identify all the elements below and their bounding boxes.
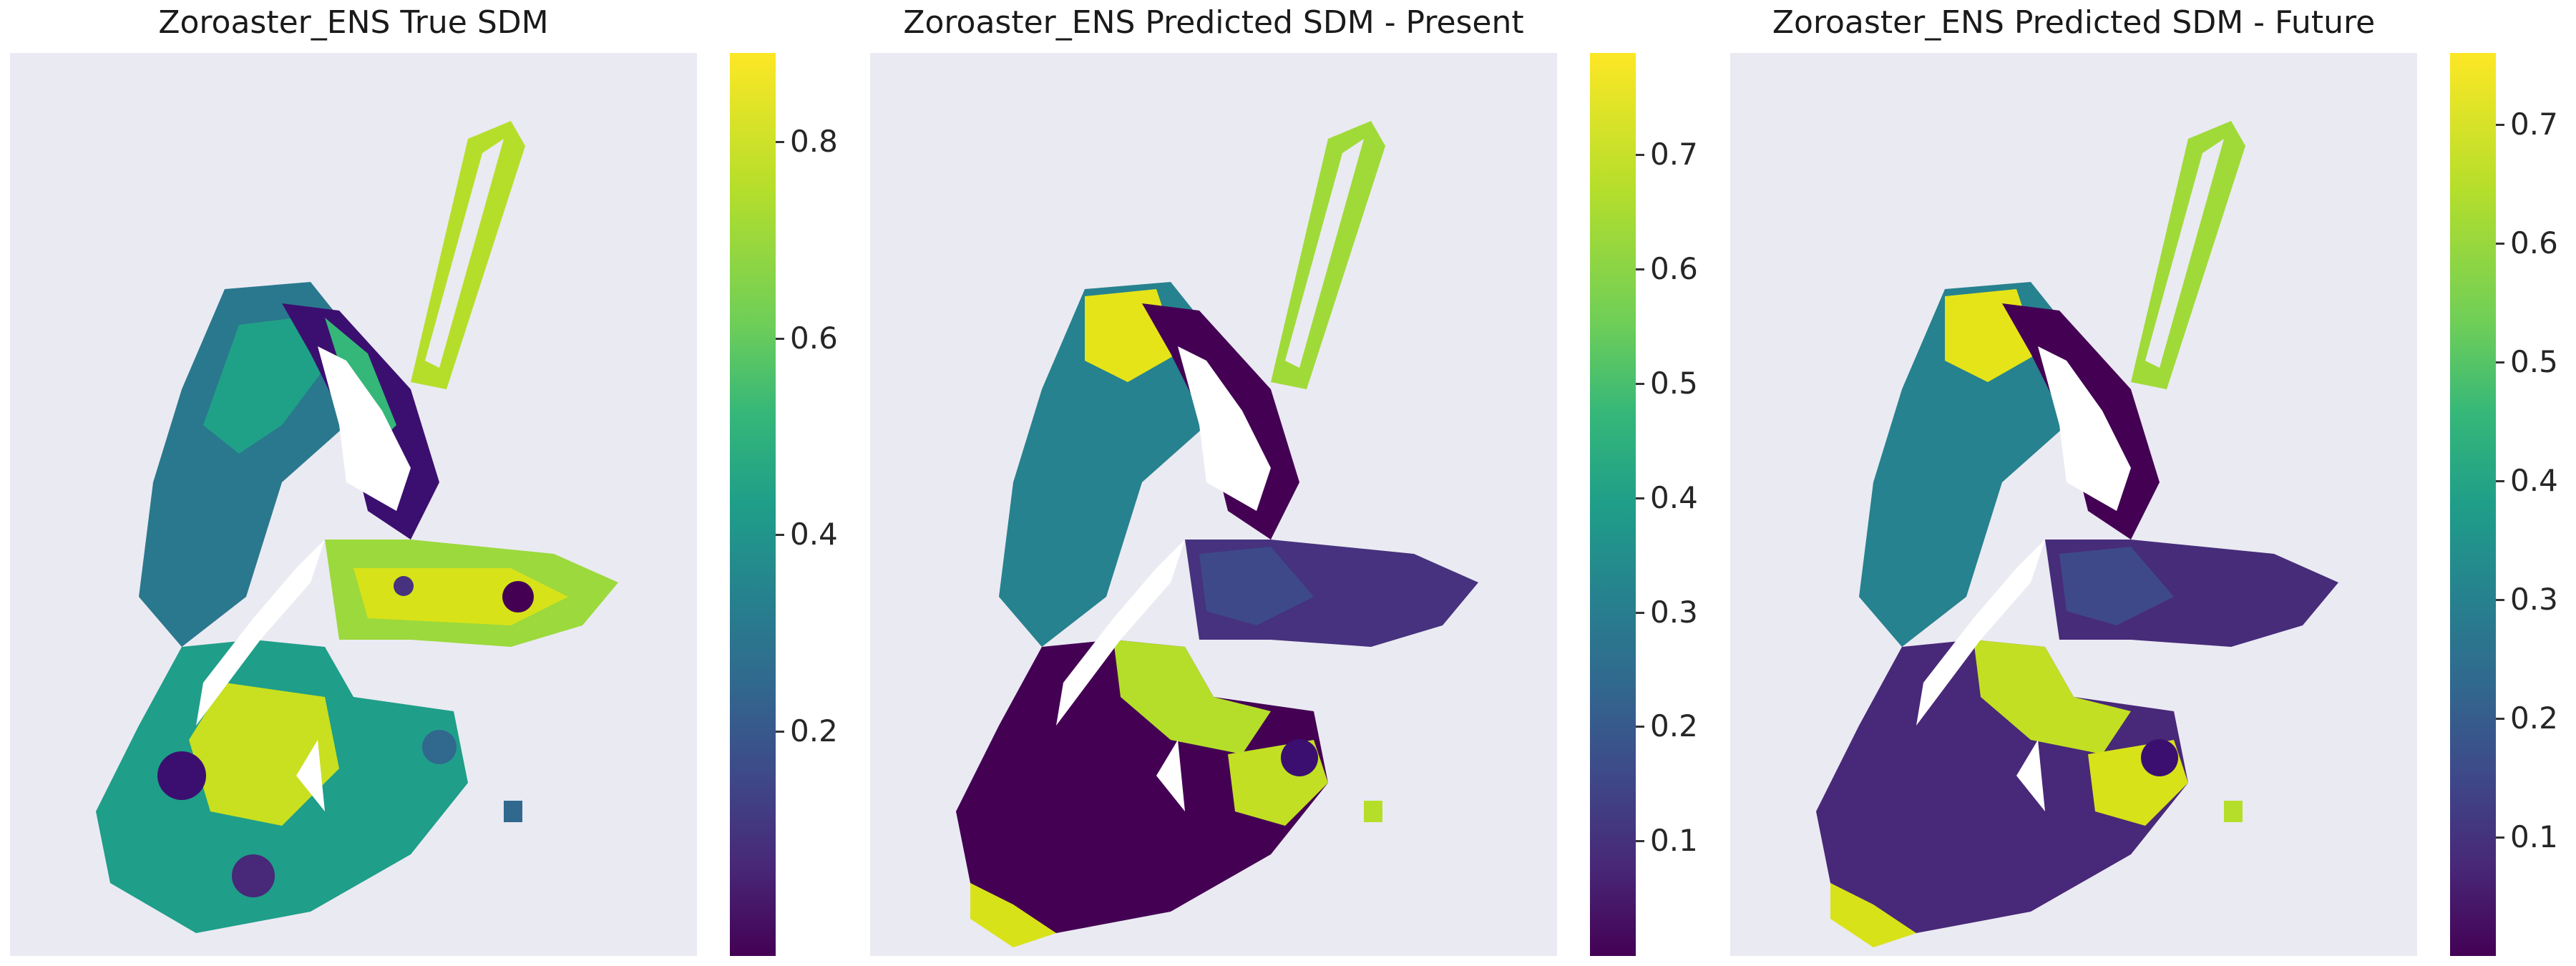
colorbar-axis-true: 0.2 0.4 0.6 0.8 (776, 53, 890, 956)
cbar-tick-label: 0.6 (790, 321, 838, 356)
colorbar-future (2450, 53, 2496, 956)
colorbar-true (730, 53, 776, 956)
cbar-tick-label: 0.2 (790, 713, 838, 748)
cbar-tick-label: 0.3 (1650, 595, 1698, 630)
heatmap-present-sdm (870, 53, 1557, 956)
panel-title-future: Zoroaster_ENS Predicted SDM - Future (1772, 4, 2376, 41)
cbar-tick-label: 0.3 (2510, 582, 2558, 617)
map-future (1816, 121, 2338, 947)
map-true (96, 121, 618, 933)
cbar-tick-label: 0.1 (2510, 819, 2558, 854)
land-mass (1056, 346, 1271, 811)
heatmap-true-sdm (10, 53, 697, 956)
cbar-tick-label: 0.5 (2510, 344, 2558, 379)
cbar-tick-label: 0.8 (790, 124, 838, 159)
cbar-tick-label: 0.2 (1650, 708, 1698, 743)
cbar-tick-label: 0.1 (1650, 823, 1698, 858)
island-chatham (504, 801, 522, 822)
colorbar-present (1590, 53, 1636, 956)
colorbar-axis-future: 0.1 0.2 0.3 0.4 0.5 0.6 0.7 (2496, 53, 2576, 956)
cbar-tick-label: 0.4 (790, 517, 838, 552)
cbar-tick-label: 0.6 (2510, 225, 2558, 260)
plateau-east (325, 540, 618, 647)
island-chatham (1364, 801, 1382, 822)
cbar-tick-label: 0.7 (1650, 137, 1698, 172)
cbar-tick-label: 0.6 (1650, 251, 1698, 286)
heatmap-future-sdm (1730, 53, 2417, 956)
cbar-tick-label: 0.4 (2510, 463, 2558, 498)
cbar-tick-label: 0.5 (1650, 366, 1698, 401)
plateau-east (2045, 540, 2338, 647)
panel-title-present: Zoroaster_ENS Predicted SDM - Present (903, 4, 1524, 41)
colorbar-axis-present: 0.1 0.2 0.3 0.4 0.5 0.6 0.7 (1636, 53, 1750, 956)
plateau-south (956, 640, 1328, 947)
panel-title-true: Zoroaster_ENS True SDM (158, 4, 549, 41)
ridge-strip-ne (1271, 121, 1385, 389)
cbar-tick-label: 0.4 (1650, 480, 1698, 515)
cbar-tick-label: 0.7 (2510, 107, 2558, 142)
map-present (956, 121, 1478, 947)
land-mass (196, 346, 411, 811)
plateau-east (1185, 540, 1478, 647)
ridge-strip-ne (2131, 121, 2245, 389)
plateau-south (1816, 640, 2188, 947)
cbar-tick-label: 0.2 (2510, 701, 2558, 736)
ridge-strip-ne (411, 121, 525, 389)
seabed-region-west (139, 282, 368, 647)
island-chatham (2224, 801, 2243, 822)
plateau-south (96, 640, 468, 933)
land-mass (1916, 346, 2131, 811)
